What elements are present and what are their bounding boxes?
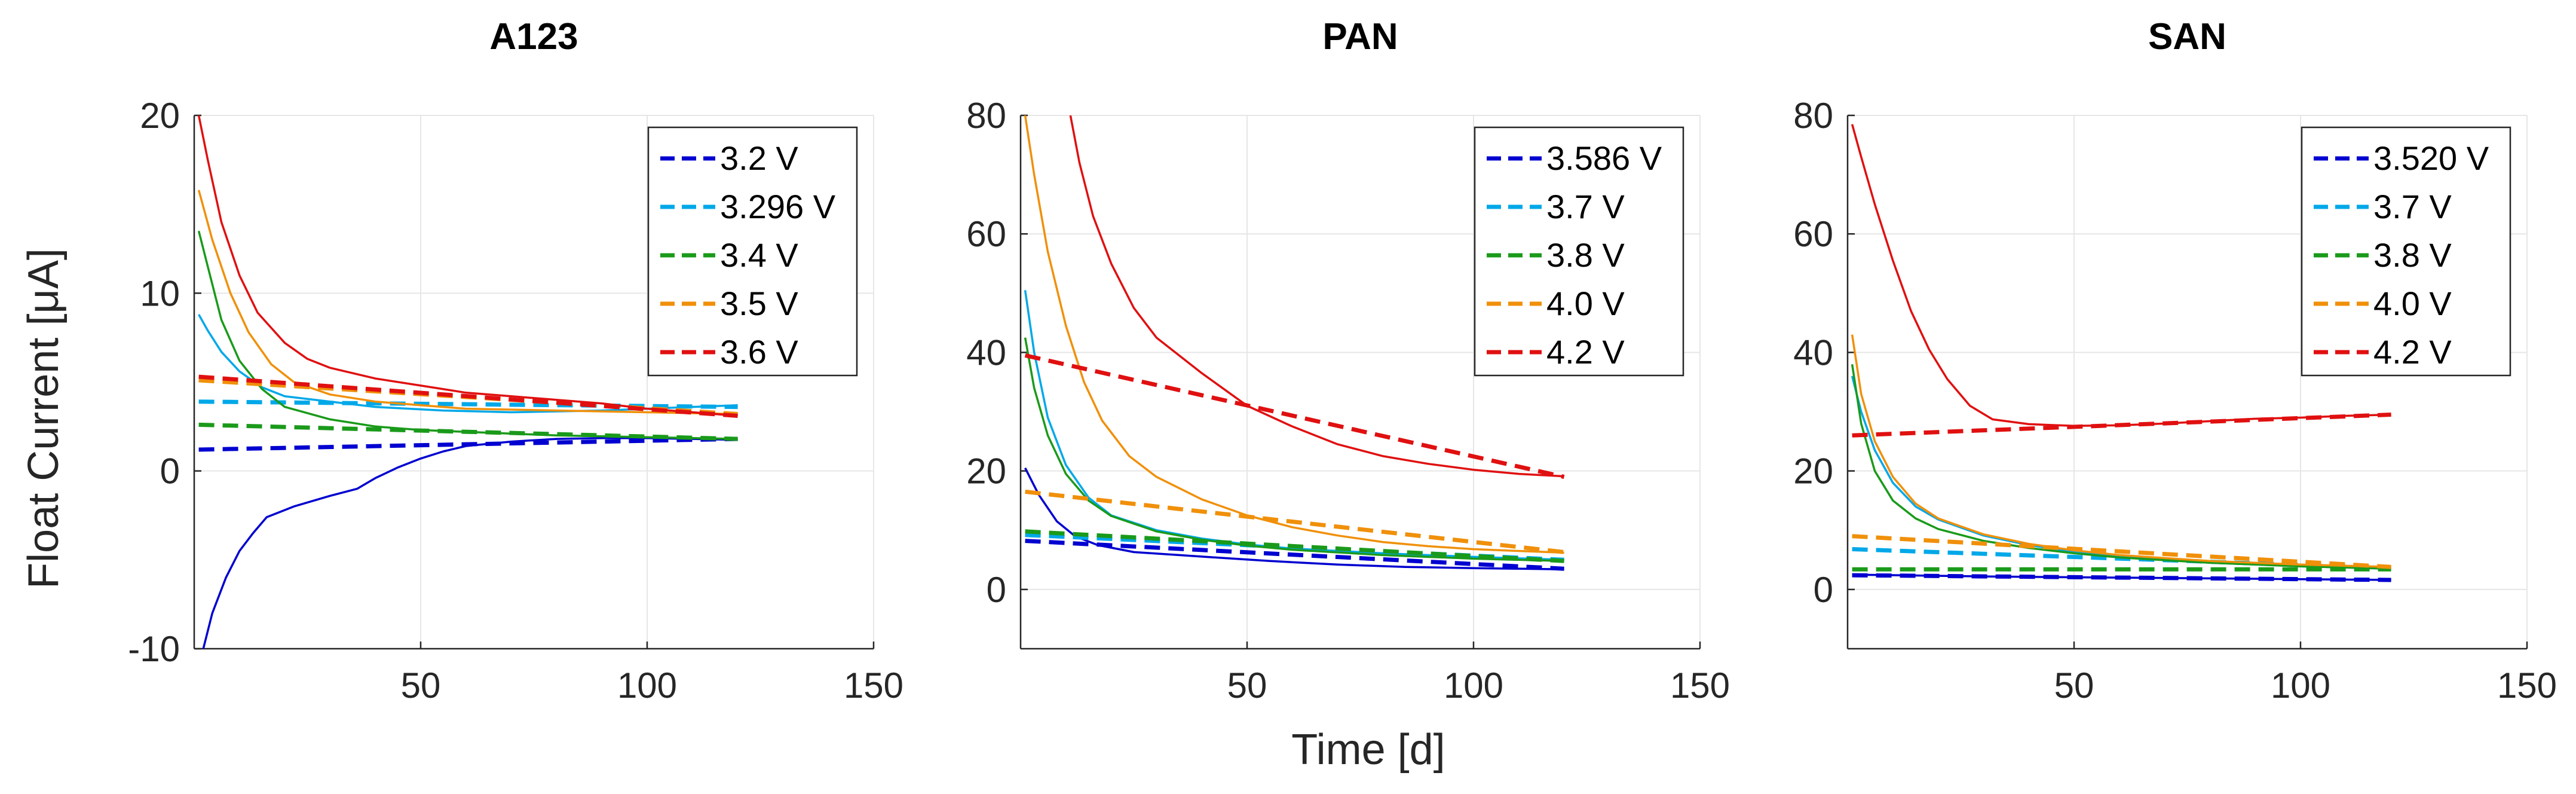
measured-line-0 — [202, 436, 738, 649]
x-axis-label: Time [d] — [1291, 726, 1445, 774]
y-tick-label: 40 — [966, 332, 1006, 372]
legend-box — [647, 126, 858, 377]
y-tick-label: -10 — [128, 629, 180, 669]
legend-label: 3.7 V — [1546, 188, 1625, 225]
legend-label: 3.7 V — [2373, 188, 2452, 225]
y-axis-label: Float Current [μA] — [20, 248, 68, 589]
y-tick-label: 10 — [140, 273, 180, 313]
x-tick-label: 50 — [401, 665, 441, 706]
y-tick-label: 20 — [966, 451, 1006, 491]
fit-line-2 — [198, 422, 738, 441]
measured-line-0 — [1024, 467, 1564, 570]
legend-label: 3.520 V — [2373, 139, 2489, 177]
legend-box — [1474, 126, 1684, 377]
y-tick-label: 0 — [987, 570, 1006, 610]
legend-label: 3.6 V — [720, 333, 798, 371]
y-tick-label: 80 — [1793, 96, 1833, 136]
y-tick-label: 0 — [160, 451, 180, 491]
measured-line-3 — [1024, 115, 1564, 554]
x-tick-label: 100 — [1444, 665, 1503, 706]
legend: 3.586 V 3.7 V 3.8 V 4.0 V 4.2 V — [1474, 126, 1684, 377]
chart-title: A123 — [489, 16, 578, 57]
x-tick-label: 150 — [2497, 665, 2557, 706]
x-tick-label: 100 — [617, 665, 677, 706]
x-tick-label: 50 — [1227, 665, 1267, 706]
chart-title: SAN — [2148, 16, 2226, 57]
x-tick-label: 150 — [1670, 665, 1730, 706]
series-group — [197, 115, 738, 649]
y-tick-label: 20 — [1793, 451, 1833, 491]
legend-label: 4.2 V — [2373, 333, 2452, 371]
fit-line-2 — [1025, 529, 1564, 563]
legend-label: 3.296 V — [720, 188, 836, 225]
fit-line-4 — [1852, 413, 2391, 438]
legend-label: 3.586 V — [1546, 139, 1662, 177]
legend-label: 3.8 V — [2373, 236, 2452, 274]
y-tick-label: 80 — [966, 96, 1006, 136]
legend-label: 3.2 V — [720, 139, 798, 177]
legend-box — [2301, 126, 2511, 377]
fit-line-4 — [1024, 353, 1565, 480]
fit-line-0 — [198, 436, 738, 452]
y-tick-label: 0 — [1814, 570, 1833, 610]
fit-line-1 — [198, 399, 738, 410]
panels: 50 100 150 -10 0 10 20 A123 3.2 V 3.296 V 3.4 V 3.5… — [128, 16, 2557, 706]
fit-line-0 — [1852, 573, 2391, 582]
series-group — [1024, 115, 1565, 571]
legend-label: 4.2 V — [1546, 333, 1625, 371]
x-tick-label: 100 — [2271, 665, 2330, 706]
legend: 3.2 V 3.296 V 3.4 V 3.5 V 3.6 V — [647, 126, 858, 377]
fit-line-3 — [1852, 534, 2391, 569]
series-group — [1851, 124, 2391, 582]
x-tick-label: 150 — [844, 665, 903, 706]
x-tick-label: 50 — [2054, 665, 2094, 706]
legend-label: 4.0 V — [2373, 285, 2452, 322]
measured-line-2 — [197, 230, 738, 440]
measured-line-3 — [197, 190, 738, 416]
legend-label: 4.0 V — [1546, 285, 1625, 322]
legend: 3.520 V 3.7 V 3.8 V 4.0 V 4.2 V — [2301, 126, 2511, 377]
measured-line-1 — [1024, 290, 1564, 561]
y-tick-label: 60 — [1793, 214, 1833, 254]
measured-line-2 — [1851, 364, 2391, 570]
fit-line-4 — [198, 374, 738, 418]
fit-line-0 — [1025, 539, 1564, 571]
chart-panel-a123: 50 100 150 -10 0 10 20 A123 3.2 V 3.296 V 3.4 V 3.5… — [128, 16, 903, 706]
y-tick-label: 20 — [140, 96, 180, 136]
fit-line-3 — [1025, 489, 1564, 554]
legend-label: 3.5 V — [720, 285, 798, 322]
legend-label: 3.4 V — [720, 236, 798, 274]
measured-line-3 — [1851, 334, 2391, 568]
y-tick-label: 60 — [966, 214, 1006, 254]
y-tick-label: 40 — [1793, 332, 1833, 372]
chart-title: PAN — [1322, 16, 1398, 57]
legend-label: 3.8 V — [1546, 236, 1625, 274]
chart-panel-pan: 50 100 150 0 20 40 60 80 PAN 3.586 V 3.7 V 3.8 V 4.0… — [966, 16, 1730, 706]
measured-line-2 — [1024, 337, 1564, 563]
chart-panel-san: 50 100 150 0 20 40 60 80 SAN 3.520 V 3.7 V 3.8 V 4.0… — [1793, 16, 2557, 706]
